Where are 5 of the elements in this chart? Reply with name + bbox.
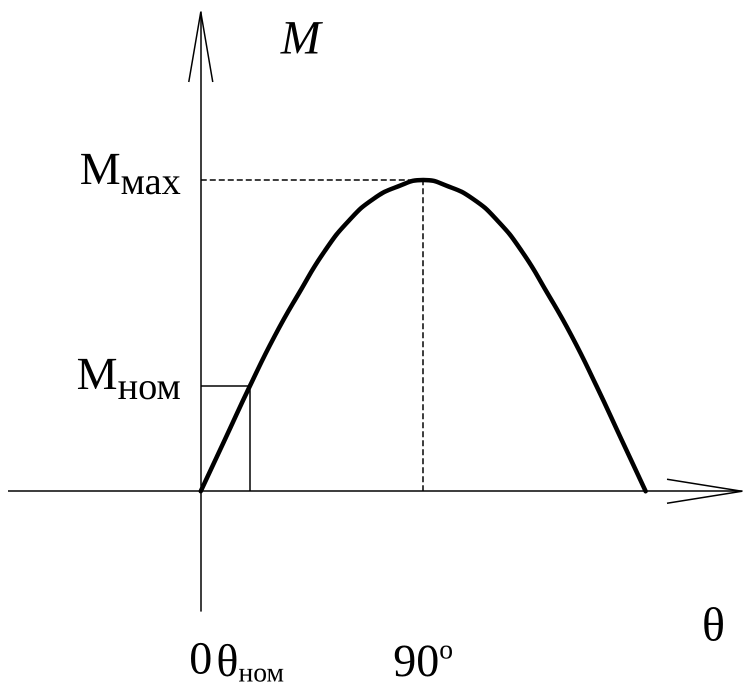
- x-tick-label: 0: [189, 632, 212, 684]
- y-axis-title: M: [280, 12, 324, 64]
- ref-line-label: M$_{ном}$: [76, 348, 181, 411]
- ref-line-label: M$_{мах}$: [80, 143, 181, 206]
- x-axis-title: θ: [702, 598, 725, 652]
